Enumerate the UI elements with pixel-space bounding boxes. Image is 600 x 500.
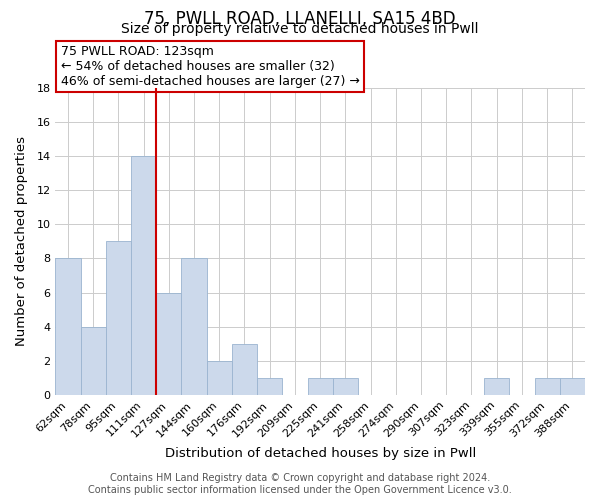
Text: 75 PWLL ROAD: 123sqm
← 54% of detached houses are smaller (32)
46% of semi-detac: 75 PWLL ROAD: 123sqm ← 54% of detached h… [61, 45, 359, 88]
Text: 75, PWLL ROAD, LLANELLI, SA15 4BD: 75, PWLL ROAD, LLANELLI, SA15 4BD [144, 10, 456, 28]
Y-axis label: Number of detached properties: Number of detached properties [15, 136, 28, 346]
Bar [484, 378, 509, 395]
Bar [106, 242, 131, 395]
X-axis label: Distribution of detached houses by size in Pwll: Distribution of detached houses by size … [164, 447, 476, 460]
Bar [333, 378, 358, 395]
Bar [232, 344, 257, 395]
Bar [131, 156, 156, 395]
Bar [535, 378, 560, 395]
Bar [156, 292, 181, 395]
Bar [206, 360, 232, 395]
Bar [80, 326, 106, 395]
Bar [181, 258, 206, 395]
Text: Contains HM Land Registry data © Crown copyright and database right 2024.
Contai: Contains HM Land Registry data © Crown c… [88, 474, 512, 495]
Bar [257, 378, 283, 395]
Bar [55, 258, 80, 395]
Bar [308, 378, 333, 395]
Bar [560, 378, 585, 395]
Text: Size of property relative to detached houses in Pwll: Size of property relative to detached ho… [121, 22, 479, 36]
